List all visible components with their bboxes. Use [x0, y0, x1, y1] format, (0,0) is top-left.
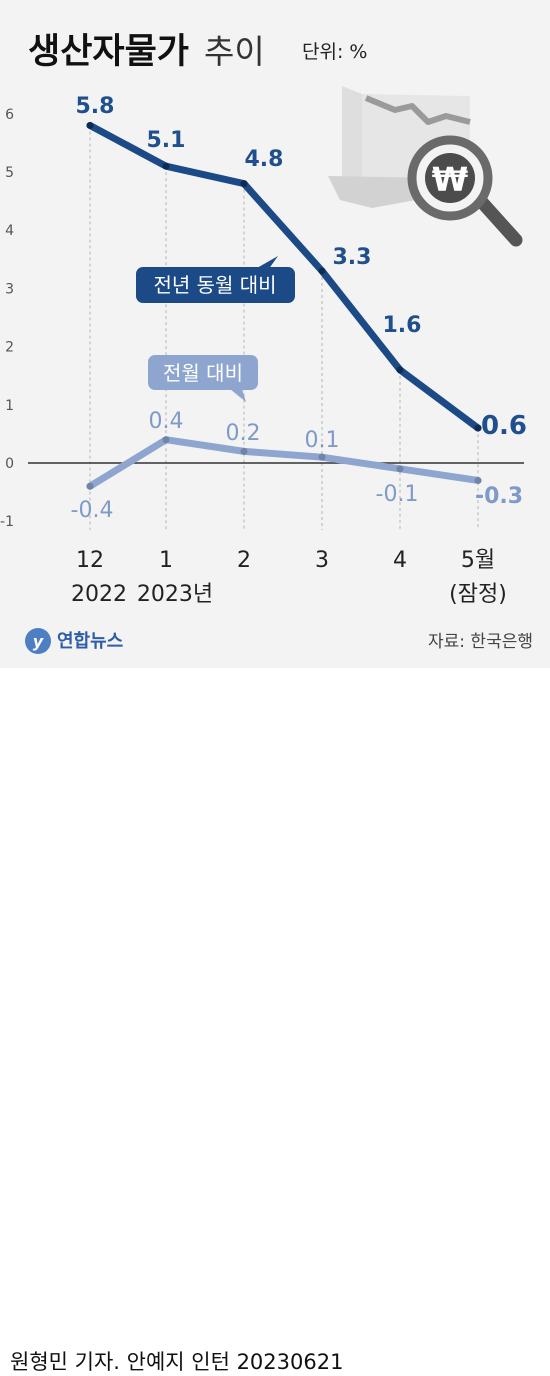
- series-point-yoy: [474, 424, 482, 432]
- data-label-yoy: 1.6: [383, 313, 422, 338]
- data-label-mom: 0.1: [305, 428, 340, 453]
- unit-label: 단위: %: [302, 41, 367, 63]
- legend-label-yoy: 전년 동월 대비: [153, 273, 276, 297]
- series-point-mom: [396, 465, 404, 473]
- data-label-mom: 0.2: [226, 421, 261, 446]
- footer-band: 원형민 기자. 안예지 인턴 20230621: [0, 668, 550, 1374]
- chart-title-suffix: 추이: [204, 32, 265, 71]
- x-tick-sublabel: 2023년: [137, 582, 213, 607]
- series-line-yoy: [86, 121, 482, 432]
- x-tick-sublabel: 2022: [71, 582, 127, 607]
- y-tick-label: 6: [5, 107, 14, 123]
- y-tick-label: 1: [5, 398, 14, 414]
- credit-line: 원형민 기자. 안예지 인턴 20230621: [10, 1350, 344, 1374]
- series-point-yoy: [86, 121, 94, 129]
- data-label-mom: 0.4: [149, 409, 184, 434]
- legend-label-mom: 전월 대비: [163, 361, 243, 385]
- legend-pointer-yoy: [257, 256, 278, 270]
- series-point-yoy: [318, 267, 326, 275]
- source-label: 자료: 한국은행: [428, 632, 533, 652]
- y-tick-label: 0: [5, 456, 14, 472]
- y-tick-label: 2: [5, 340, 14, 356]
- x-tick-label: 5월: [461, 548, 495, 573]
- x-tick-label: 3: [315, 548, 329, 573]
- x-tick-label: 12: [76, 548, 104, 573]
- series-point-yoy: [240, 180, 248, 188]
- svg-text:y: y: [33, 632, 44, 651]
- brand-name: 연합뉴스: [57, 630, 123, 652]
- data-label-mom: -0.3: [475, 484, 523, 509]
- legend-yoy: 전년 동월 대비: [136, 256, 295, 303]
- brand-logo: y 연합뉴스: [25, 628, 123, 654]
- x-tick-label: 1: [159, 548, 173, 573]
- x-tick-sublabel: (잠정): [449, 582, 507, 607]
- chart-title: 생산자물가: [28, 32, 189, 72]
- y-tick-label: -1: [0, 514, 14, 530]
- series-point-mom: [86, 482, 94, 490]
- data-label-yoy: 5.8: [76, 94, 115, 119]
- series-point-mom: [162, 436, 170, 444]
- won-magnifier-icon: ₩: [328, 86, 523, 247]
- x-tick-label: 2: [237, 548, 251, 573]
- data-label-mom: -0.1: [376, 482, 419, 507]
- legend-pointer-mom: [230, 389, 246, 402]
- y-tick-label: 5: [5, 165, 14, 181]
- data-label-yoy: 0.6: [481, 411, 527, 441]
- series-point-mom: [240, 447, 248, 455]
- series-point-yoy: [162, 162, 170, 170]
- legend-mom: 전월 대비: [148, 355, 258, 402]
- legend-box-mom: [148, 355, 258, 390]
- data-label-mom: -0.4: [71, 498, 114, 523]
- y-tick-label: 4: [5, 223, 14, 239]
- series-line-mom: [86, 436, 482, 490]
- data-label-yoy: 4.8: [245, 147, 284, 172]
- series-point-mom: [318, 453, 326, 461]
- legend-box-yoy: [136, 267, 295, 303]
- svg-text:₩: ₩: [432, 160, 468, 199]
- y-tick-label: 3: [5, 281, 14, 297]
- series-point-mom: [474, 476, 482, 484]
- data-label-yoy: 3.3: [333, 245, 372, 270]
- data-label-yoy: 5.1: [147, 128, 186, 153]
- x-tick-label: 4: [393, 548, 407, 573]
- series-point-yoy: [396, 366, 404, 374]
- chart-canvas: 생산자물가 추이 단위: % ₩ y 연합뉴스 자료: 한국은행 -101234…: [0, 32, 533, 654]
